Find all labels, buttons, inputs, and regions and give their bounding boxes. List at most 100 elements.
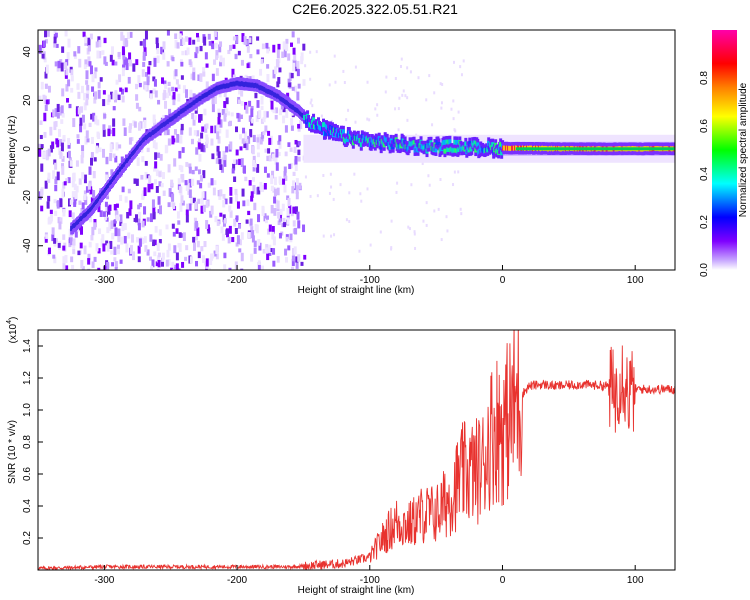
spectrogram-noise-cell (223, 90, 227, 97)
spectrogram-noise-cell (76, 134, 80, 139)
spectrogram-noise-cell (265, 42, 269, 49)
spectrogram-noise-cell (170, 201, 174, 208)
spectrogram-noise-cell (292, 47, 296, 55)
spectrogram-noise-cell (143, 47, 147, 57)
spectrogram-speckle-cell (402, 89, 405, 93)
spectrogram-noise-cell (119, 259, 123, 264)
spectrogram-noise-cell (262, 116, 266, 123)
spectrogram-noise-cell (70, 69, 74, 76)
spectrogram-noise-cell (155, 37, 159, 45)
spectrogram-noise-cell (279, 208, 283, 217)
spectrogram-speckle-cell (441, 83, 444, 87)
spectrogram-noise-cell (223, 113, 227, 122)
spectrogram-noise-cell (45, 154, 49, 161)
spectrogram-noise-cell (258, 110, 262, 119)
spectrogram-speckle-cell (398, 96, 401, 100)
snr-x-tick-label: -200 (227, 575, 247, 586)
spectrogram-noise-cell (116, 248, 120, 255)
spectrogram-noise-cell (45, 234, 49, 239)
spectrogram-noise-cell (269, 96, 273, 103)
spectrogram-noise-cell (141, 193, 145, 200)
spectrogram-noise-cell (277, 220, 281, 226)
spectrogram-noise-cell (84, 59, 88, 67)
spectrogram-noise-cell (170, 267, 174, 270)
spectrogram-noise-cell (217, 151, 221, 159)
spectrogram-noise-cell (192, 67, 196, 73)
spectrogram-speckle-cell (315, 50, 318, 54)
spectrogram-noise-cell (296, 211, 300, 220)
spectrogram-noise-cell (151, 199, 155, 208)
spectrogram-noise-cell (53, 36, 57, 44)
spectrogram-noise-cell (272, 69, 276, 79)
spectrogram-speckle-cell (409, 70, 412, 74)
spectrogram-noise-cell (251, 235, 255, 243)
spectrogram-noise-cell (205, 200, 209, 208)
spectrogram-noise-cell (195, 236, 199, 241)
spectrogram-noise-cell (47, 148, 51, 157)
colorbar-tick-label: 0.0 (699, 263, 710, 277)
spectrogram-noise-cell (144, 30, 148, 40)
spectrogram-noise-cell (114, 261, 118, 269)
spectrogram-noise-cell (283, 166, 287, 173)
spectrogram-noise-cell (188, 59, 192, 66)
spectrogram-noise-cell (213, 250, 217, 257)
spectrogram-noise-cell (282, 115, 286, 124)
spectrogram-noise-cell (192, 71, 196, 81)
spectrogram-noise-cell (225, 97, 229, 105)
spectrogram-noise-cell (105, 240, 109, 246)
spectrogram-speckle-cell (399, 64, 402, 68)
spectrogram-noise-cell (177, 178, 181, 185)
spectrogram-noise-cell (93, 222, 97, 230)
spectrogram-noise-cell (294, 164, 298, 171)
snr-scale-note: (x104) (6, 317, 19, 344)
spectrogram-noise-cell (268, 155, 272, 162)
spectrogram-noise-cell (207, 267, 211, 270)
spectrogram-noise-cell (158, 229, 162, 236)
spectrogram-trace-point (442, 139, 446, 145)
spectrogram-noise-cell (232, 36, 236, 41)
spectrogram-speckle-cell (379, 230, 382, 234)
spectrogram-noise-cell (200, 197, 204, 205)
spectrogram-noise-cell (180, 37, 184, 46)
spectrogram-noise-cell (171, 57, 175, 62)
spectrogram-noise-cell (221, 109, 225, 116)
spectrogram-trace-point (323, 130, 327, 136)
spectrogram-trace-point (359, 142, 363, 148)
spectrogram-noise-cell (175, 79, 179, 85)
spectrogram-noise-cell (49, 219, 53, 224)
spectrogram-noise-cell (254, 92, 258, 99)
spectrogram-noise-cell (261, 207, 265, 212)
spectrogram-noise-cell (80, 106, 84, 113)
spectrogram-noise-cell (162, 52, 166, 60)
spectrogram-speckle-cell (348, 219, 351, 223)
spectrogram-trace-point (382, 142, 386, 148)
spectrogram-noise-cell (268, 224, 272, 232)
spectrogram-noise-cell (115, 142, 119, 151)
spectrogram-noise-cell (141, 156, 145, 163)
spectrogram-speckle-cell (462, 59, 465, 63)
spectrogram-noise-cell (271, 231, 275, 240)
spectrogram-noise-cell (198, 169, 202, 175)
spectrogram-noise-cell (152, 76, 156, 82)
spectrogram-noise-cell (113, 257, 117, 262)
spectrogram-noise-cell (114, 90, 118, 99)
spectrogram-noise-cell (143, 236, 147, 243)
spectrogram-noise-cell (46, 30, 50, 37)
spectrogram-noise-cell (143, 38, 147, 48)
spectrogram-noise-cell (297, 149, 301, 156)
spectrogram-speckle-cell (400, 57, 403, 61)
spectrogram-noise-cell (61, 163, 65, 169)
spectrogram-noise-cell (46, 201, 50, 209)
spectrogram-noise-cell (166, 61, 170, 67)
spectrogram-noise-cell (158, 171, 162, 178)
spectrogram-noise-cell (97, 89, 101, 99)
spectrogram-noise-cell (195, 46, 199, 54)
spectrogram-noise-cell (225, 129, 229, 138)
spectrogram-noise-cell (87, 253, 91, 260)
spectrogram-noise-cell (53, 238, 57, 244)
spectrogram-noise-cell (197, 198, 201, 204)
spectrogram-speckle-cell (453, 170, 456, 174)
spectrogram-noise-cell (261, 43, 265, 50)
spectrogram-noise-cell (223, 159, 227, 167)
spectrogram-noise-cell (270, 204, 274, 214)
